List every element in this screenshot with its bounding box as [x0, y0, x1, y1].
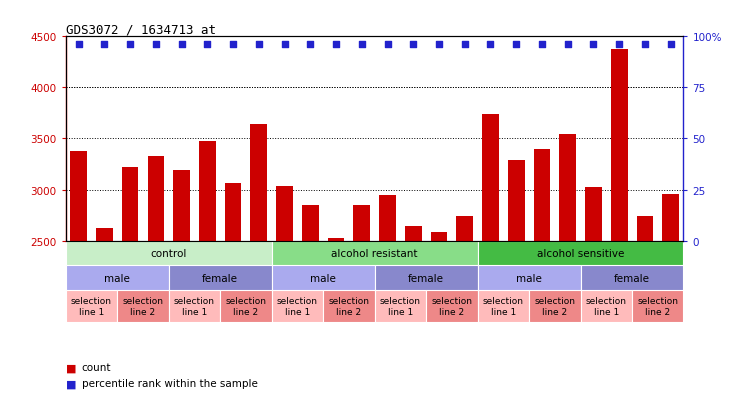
Text: female: female: [202, 273, 238, 283]
Text: alcohol sensitive: alcohol sensitive: [537, 248, 624, 259]
Bar: [477, 266, 580, 290]
Bar: [96, 229, 113, 241]
Bar: [662, 194, 679, 241]
Bar: [405, 227, 422, 241]
Bar: [374, 290, 426, 322]
Bar: [169, 266, 272, 290]
Point: [407, 42, 419, 49]
Text: selection
line 1: selection line 1: [71, 297, 112, 316]
Bar: [66, 266, 169, 290]
Bar: [508, 161, 525, 241]
Point: [459, 42, 471, 49]
Text: female: female: [614, 273, 650, 283]
Point: [536, 42, 548, 49]
Bar: [529, 290, 580, 322]
Bar: [122, 168, 138, 241]
Bar: [580, 290, 632, 322]
Bar: [585, 187, 602, 241]
Bar: [224, 184, 241, 241]
Point: [175, 42, 187, 49]
Point: [150, 42, 162, 49]
Point: [202, 42, 213, 49]
Point: [99, 42, 110, 49]
Bar: [276, 186, 293, 241]
Text: alcohol resistant: alcohol resistant: [331, 248, 418, 259]
Bar: [477, 290, 529, 322]
Bar: [559, 135, 576, 241]
Bar: [580, 266, 683, 290]
Bar: [426, 290, 477, 322]
Bar: [431, 232, 447, 241]
Point: [588, 42, 599, 49]
Point: [330, 42, 342, 49]
Bar: [353, 205, 370, 241]
Text: selection
line 1: selection line 1: [174, 297, 215, 316]
Point: [382, 42, 393, 49]
Point: [510, 42, 522, 49]
Point: [279, 42, 290, 49]
Bar: [66, 241, 272, 266]
Text: selection
line 1: selection line 1: [380, 297, 421, 316]
Bar: [482, 115, 499, 241]
Point: [433, 42, 445, 49]
Point: [485, 42, 496, 49]
Text: count: count: [82, 363, 111, 373]
Point: [73, 42, 85, 49]
Bar: [169, 290, 220, 322]
Text: percentile rank within the sample: percentile rank within the sample: [82, 378, 258, 388]
Text: male: male: [310, 273, 336, 283]
Bar: [251, 125, 268, 241]
Bar: [323, 290, 374, 322]
Point: [124, 42, 136, 49]
Bar: [374, 266, 477, 290]
Point: [613, 42, 625, 49]
Text: selection
line 1: selection line 1: [586, 297, 626, 316]
Text: selection
line 2: selection line 2: [637, 297, 678, 316]
Text: ■: ■: [66, 363, 76, 373]
Text: selection
line 2: selection line 2: [225, 297, 267, 316]
Point: [639, 42, 651, 49]
Bar: [272, 266, 374, 290]
Text: selection
line 1: selection line 1: [482, 297, 524, 316]
Bar: [327, 238, 344, 241]
Text: female: female: [408, 273, 444, 283]
Bar: [477, 241, 683, 266]
Text: selection
line 2: selection line 2: [123, 297, 164, 316]
Bar: [199, 141, 216, 241]
Point: [253, 42, 265, 49]
Point: [304, 42, 316, 49]
Bar: [637, 217, 654, 241]
Text: control: control: [151, 248, 187, 259]
Bar: [272, 290, 323, 322]
Text: male: male: [516, 273, 542, 283]
Bar: [148, 157, 164, 241]
Bar: [456, 217, 473, 241]
Text: male: male: [105, 273, 130, 283]
Bar: [220, 290, 272, 322]
Bar: [302, 205, 319, 241]
Text: GDS3072 / 1634713_at: GDS3072 / 1634713_at: [66, 23, 216, 36]
Text: selection
line 2: selection line 2: [431, 297, 472, 316]
Bar: [632, 290, 683, 322]
Bar: [272, 241, 477, 266]
Point: [227, 42, 239, 49]
Bar: [379, 195, 396, 241]
Bar: [534, 150, 550, 241]
Text: ■: ■: [66, 378, 76, 388]
Point: [356, 42, 368, 49]
Bar: [173, 171, 190, 241]
Text: selection
line 1: selection line 1: [277, 297, 318, 316]
Bar: [66, 290, 117, 322]
Bar: [611, 50, 627, 241]
Point: [562, 42, 574, 49]
Bar: [117, 290, 169, 322]
Point: [664, 42, 676, 49]
Text: selection
line 2: selection line 2: [534, 297, 575, 316]
Bar: [70, 152, 87, 241]
Text: selection
line 2: selection line 2: [328, 297, 369, 316]
